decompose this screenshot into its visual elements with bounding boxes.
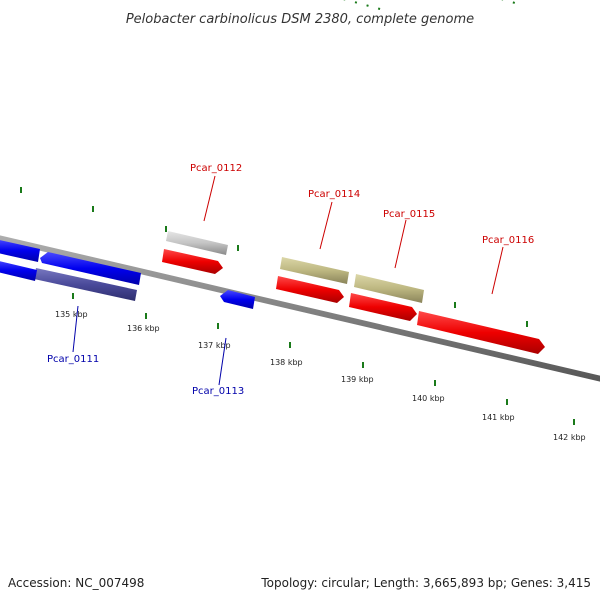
accession-text: Accession: NC_007498 [8, 576, 144, 590]
topology-text: Topology: circular; Length: 3,665,893 bp… [260, 576, 591, 590]
upper-major-ticks [20, 187, 528, 327]
gene-feature-pcar0112[interactable] [166, 231, 228, 255]
gene-feature-pcar0115[interactable] [354, 274, 424, 303]
cds-feature-left-edge[interactable] [0, 260, 37, 281]
cds-feature-pcar0113[interactable] [220, 290, 255, 309]
cds-feature-pcar0112[interactable] [162, 249, 223, 274]
gene-feature-pcar0114[interactable] [280, 257, 349, 284]
kbp-label: 141 kbp [482, 413, 515, 422]
gene-label-pcar0115[interactable]: Pcar_0115 [383, 209, 435, 220]
lower-major-ticks [72, 293, 575, 425]
genome-backbone [0, 235, 600, 382]
kbp-label: 140 kbp [412, 394, 445, 403]
gene-label-pcar0111[interactable]: Pcar_0111 [47, 354, 99, 365]
kbp-label: 138 kbp [270, 358, 303, 367]
label-line-pcar0115 [394, 219, 407, 269]
kbp-scale: 135 kbp 136 kbp 137 kbp 138 kbp 139 kbp … [55, 310, 586, 442]
label-line-pcar0113 [218, 337, 227, 386]
label-line-pcar0111 [72, 305, 79, 353]
lower-tick-track [343, 0, 381, 10]
gene-feature-pcar0111[interactable] [34, 268, 137, 301]
cds-feature-pcar0115[interactable] [349, 293, 417, 321]
cds-feature-pcar0116[interactable] [417, 311, 545, 354]
kbp-label: 136 kbp [127, 324, 160, 333]
cds-feature-pcar0114[interactable] [276, 276, 344, 303]
upper-tick-track [501, 0, 516, 4]
gene-label-pcar0113[interactable]: Pcar_0113 [192, 386, 244, 397]
label-line-pcar0114 [319, 201, 333, 250]
kbp-label: 142 kbp [553, 433, 586, 442]
cds-track[interactable] [0, 249, 545, 354]
gene-feature-left-edge[interactable] [0, 239, 40, 262]
gene-label-pcar0114[interactable]: Pcar_0114 [308, 189, 360, 200]
gene-labels: Pcar_0111 Pcar_0112 Pcar_0113 Pcar_0114 … [47, 163, 534, 397]
gene-label-pcar0112[interactable]: Pcar_0112 [190, 163, 242, 174]
gene-label-pcar0116[interactable]: Pcar_0116 [482, 235, 534, 246]
cds-feature-pcar0111[interactable] [40, 252, 141, 285]
kbp-label: 139 kbp [341, 375, 374, 384]
map-title: Pelobacter carbinolicus DSM 2380, comple… [126, 12, 474, 27]
kbp-label: 135 kbp [55, 310, 88, 319]
label-line-pcar0116 [491, 246, 504, 295]
kbp-label: 137 kbp [198, 341, 231, 350]
gene-track [0, 231, 424, 303]
label-line-pcar0112 [203, 175, 216, 222]
